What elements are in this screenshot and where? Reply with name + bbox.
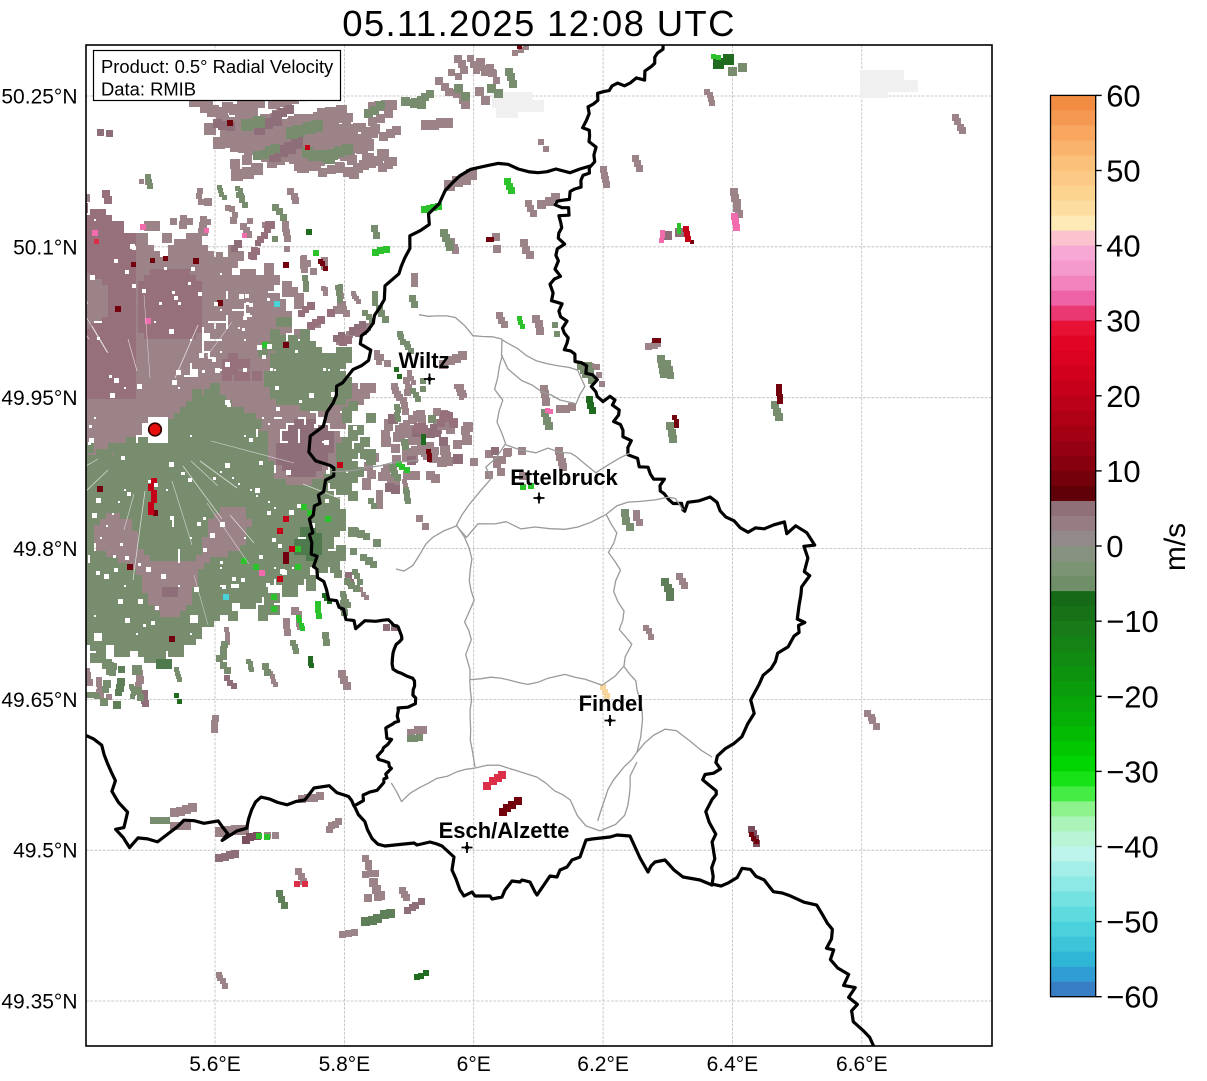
svg-text:20: 20 xyxy=(1106,379,1140,414)
svg-text:Wiltz: Wiltz xyxy=(398,348,449,373)
svg-text:Ettelbruck: Ettelbruck xyxy=(510,465,618,490)
svg-text:50.1°N: 50.1°N xyxy=(13,236,77,259)
svg-text:−20: −20 xyxy=(1106,679,1159,714)
svg-text:Product: 0.5° Radial Velocity: Product: 0.5° Radial Velocity xyxy=(101,56,334,77)
svg-text:m/s: m/s xyxy=(1159,523,1192,571)
svg-text:40: 40 xyxy=(1106,229,1140,264)
svg-text:49.35°N: 49.35°N xyxy=(1,991,77,1014)
svg-text:49.65°N: 49.65°N xyxy=(1,689,77,712)
svg-text:6.6°E: 6.6°E xyxy=(836,1053,888,1076)
svg-text:0: 0 xyxy=(1106,529,1123,564)
svg-text:5.8°E: 5.8°E xyxy=(319,1053,371,1076)
svg-text:49.5°N: 49.5°N xyxy=(13,840,77,863)
svg-text:30: 30 xyxy=(1106,304,1140,339)
svg-text:50.25°N: 50.25°N xyxy=(1,86,77,109)
svg-text:−60: −60 xyxy=(1106,980,1159,1015)
svg-text:−50: −50 xyxy=(1106,905,1159,940)
svg-text:6.4°E: 6.4°E xyxy=(707,1053,759,1076)
svg-text:−30: −30 xyxy=(1106,754,1159,789)
svg-text:05.11.2025 12:08 UTC: 05.11.2025 12:08 UTC xyxy=(342,3,736,44)
svg-text:6.2°E: 6.2°E xyxy=(577,1053,629,1076)
svg-text:Data: RMIB: Data: RMIB xyxy=(101,79,196,100)
svg-text:Esch/Alzette: Esch/Alzette xyxy=(439,818,570,843)
svg-text:Findel: Findel xyxy=(579,691,644,716)
svg-text:10: 10 xyxy=(1106,454,1140,489)
svg-text:50: 50 xyxy=(1106,154,1140,189)
svg-text:49.8°N: 49.8°N xyxy=(13,538,77,561)
svg-text:−40: −40 xyxy=(1106,830,1159,865)
svg-text:6°E: 6°E xyxy=(457,1053,491,1076)
svg-text:5.6°E: 5.6°E xyxy=(189,1053,241,1076)
svg-text:−10: −10 xyxy=(1106,604,1159,639)
svg-text:60: 60 xyxy=(1106,78,1140,113)
svg-text:49.95°N: 49.95°N xyxy=(1,387,77,410)
